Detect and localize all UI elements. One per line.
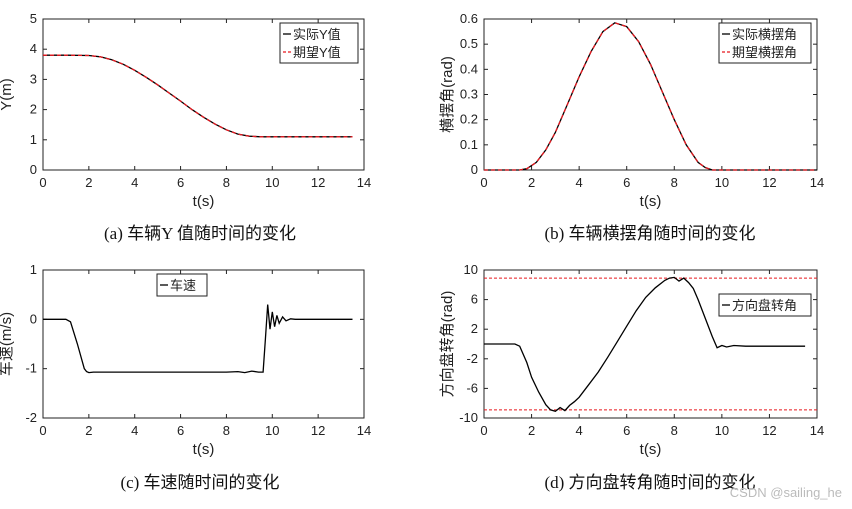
y-tick-label: 6 [471, 292, 478, 307]
x-tick-label: 8 [671, 423, 678, 438]
watermark-text: CSDN @sailing_he [730, 485, 842, 500]
legend-box [718, 22, 812, 64]
y-tick-label: 0.5 [460, 36, 478, 51]
legend-label: 实际横摆角 [732, 27, 797, 42]
x-tick-label: 2 [85, 423, 92, 438]
chart-panel-4: 0 2 4 6 8 10 12 14 -10 -6 -2 2 6 10 t(s) 方向盘转角(rad) 方向盘转… [438, 262, 824, 492]
y-tick-label: 5 [30, 11, 37, 26]
y-tick-label: 0.1 [460, 137, 478, 152]
legend-label: 车速 [170, 278, 196, 293]
x-axis-label: t(s) [640, 441, 662, 458]
x-tick-label: 12 [311, 175, 325, 190]
x-tick-label: 4 [576, 175, 583, 190]
x-axis-label: t(s) [193, 441, 215, 458]
y-tick-label: -2 [466, 351, 478, 366]
chart-panel-2: 0 2 4 6 8 10 12 14 0 0.1 0.2 0.3 0.4 0.5 0.6 t(s) 横摆角(ra… [439, 11, 824, 243]
y-tick-label: 10 [464, 262, 478, 277]
x-tick-label: 0 [39, 175, 46, 190]
x-tick-label: 2 [528, 175, 535, 190]
legend-label: 期望Y值 [293, 45, 341, 60]
x-tick-label: 2 [528, 423, 535, 438]
legend-label: 实际Y值 [293, 27, 341, 42]
x-tick-label: 14 [810, 423, 824, 438]
x-tick-label: 4 [576, 423, 583, 438]
y-tick-label: 1 [30, 132, 37, 147]
panel-caption: (c) 车速随时间的变化 [120, 473, 279, 492]
x-tick-label: 12 [762, 423, 776, 438]
x-axis-label: t(s) [640, 193, 662, 210]
plot-frame [483, 269, 818, 419]
series-line-1 [43, 304, 353, 374]
x-tick-label: 8 [223, 423, 230, 438]
y-tick-label: -10 [459, 410, 478, 425]
x-tick-label: 14 [357, 423, 371, 438]
y-tick-label: 3 [30, 71, 37, 86]
panel-caption: (d) 方向盘转角随时间的变化 [544, 473, 755, 492]
x-tick-label: 6 [177, 175, 184, 190]
y-tick-label: -1 [25, 361, 37, 376]
x-tick-label: 14 [810, 175, 824, 190]
x-tick-label: 6 [623, 423, 630, 438]
y-tick-label: 2 [30, 102, 37, 117]
y-tick-label: 4 [30, 41, 37, 56]
x-tick-label: 0 [39, 423, 46, 438]
x-tick-label: 8 [223, 175, 230, 190]
x-tick-label: 10 [265, 423, 279, 438]
x-tick-label: 4 [131, 423, 138, 438]
x-axis-label: t(s) [193, 193, 215, 210]
legend-label: 期望横摆角 [732, 45, 797, 60]
y-tick-label: 0 [30, 311, 37, 326]
y-tick-label: 0 [30, 162, 37, 177]
panel-caption: (a) 车辆Y 值随时间的变化 [104, 224, 296, 243]
x-tick-label: 6 [623, 175, 630, 190]
y-tick-label: 0 [471, 162, 478, 177]
x-tick-label: 2 [85, 175, 92, 190]
y-tick-label: 0.6 [460, 11, 478, 26]
x-tick-label: 10 [265, 175, 279, 190]
legend-label: 方向盘转角 [732, 298, 797, 313]
y-axis-label: 方向盘转角(rad) [438, 291, 456, 398]
y-axis-label: Y(m) [0, 78, 15, 111]
y-tick-label: 0.2 [460, 112, 478, 127]
legend-box [279, 22, 359, 64]
panel-caption: (b) 车辆横摆角随时间的变化 [544, 224, 755, 243]
y-tick-label: 0.3 [460, 87, 478, 102]
legend-box [156, 273, 208, 297]
y-tick-label: 2 [471, 321, 478, 336]
legend-box [718, 293, 812, 317]
series-line-1 [484, 276, 806, 413]
y-tick-label: 0.4 [460, 61, 478, 76]
x-tick-label: 0 [480, 175, 487, 190]
x-tick-label: 14 [357, 175, 371, 190]
y-axis-label: 车速(m/s) [0, 312, 15, 376]
x-tick-label: 10 [715, 423, 729, 438]
chart-panel-3: 0 2 4 6 8 10 12 14 -2 -1 0 1 t(s) 车速(m/s) 车速 (c) 车速随时间的… [0, 262, 371, 492]
series-line-2 [43, 54, 353, 138]
y-tick-label: -6 [466, 380, 478, 395]
y-tick-label: -2 [25, 410, 37, 425]
x-tick-label: 4 [131, 175, 138, 190]
x-tick-label: 10 [715, 175, 729, 190]
x-tick-label: 12 [762, 175, 776, 190]
x-tick-label: 0 [480, 423, 487, 438]
series-line-2 [484, 22, 817, 171]
x-tick-label: 12 [311, 423, 325, 438]
x-tick-label: 6 [177, 423, 184, 438]
x-tick-label: 8 [671, 175, 678, 190]
y-tick-label: 1 [30, 262, 37, 277]
y-axis-label: 横摆角(rad) [439, 56, 456, 133]
